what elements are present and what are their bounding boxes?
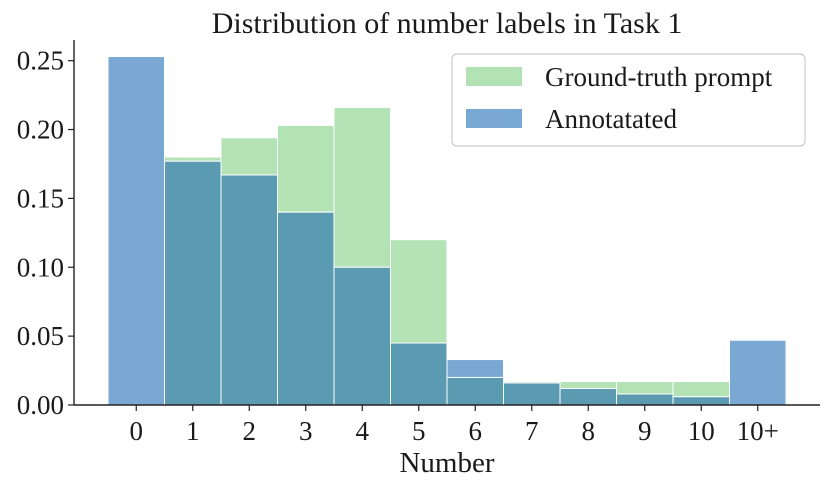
x-tick-label: 2 (243, 416, 257, 446)
bar-ground-truth-8 (559, 381, 617, 389)
x-tick-label: 10 (688, 416, 715, 446)
y-tick-label: 0.15 (17, 183, 64, 213)
bar-overlap-1 (164, 160, 222, 406)
x-tick-label: 4 (356, 416, 370, 446)
x-tick-label: 10+ (737, 416, 779, 446)
bar-ground-truth-5 (390, 239, 448, 344)
bar-overlap-8 (559, 387, 617, 406)
legend-swatch-ground-truth (466, 67, 522, 86)
bar-annotated-6 (446, 359, 504, 378)
y-axis-ticks: 0.00 0.05 0.10 0.15 0.20 0.25 (17, 46, 74, 420)
legend-swatch-annotated (466, 109, 522, 128)
x-axis-ticks: 0 1 2 3 4 5 6 7 8 9 10 10+ (130, 405, 779, 446)
bar-overlap-10 (672, 396, 730, 406)
bar-ground-truth-1 (164, 156, 222, 162)
x-tick-label: 3 (299, 416, 313, 446)
x-tick-label: 5 (412, 416, 426, 446)
bar-annotated-0 (107, 56, 165, 406)
x-tick-label: 0 (130, 416, 144, 446)
legend-label-ground-truth: Ground-truth prompt (545, 62, 773, 92)
y-tick-label: 0.25 (17, 46, 64, 76)
x-tick-label: 1 (186, 416, 200, 446)
bar-overlap-2 (220, 174, 278, 406)
bar-overlap-5 (390, 342, 448, 406)
bar-ground-truth-3 (277, 124, 335, 213)
x-tick-label: 8 (582, 416, 596, 446)
y-tick-label: 0.05 (17, 321, 64, 351)
x-axis-label: Number (399, 447, 494, 479)
bar-overlap-9 (616, 393, 674, 406)
bar-ground-truth-10 (672, 381, 730, 398)
legend-frame (451, 53, 806, 147)
bar-ground-truth-4 (333, 106, 391, 268)
bars-layer (107, 56, 787, 406)
legend: Ground-truth prompt Annotatated (451, 53, 806, 147)
chart-title: Distribution of number labels in Task 1 (212, 7, 683, 40)
bar-overlap-7 (503, 382, 561, 406)
x-tick-label: 6 (469, 416, 483, 446)
y-tick-label: 0.10 (17, 252, 64, 282)
bar-overlap-6 (446, 376, 504, 406)
bar-overlap-4 (333, 266, 391, 406)
bar-overlap-3 (277, 211, 335, 406)
x-tick-label: 7 (525, 416, 539, 446)
bar-ground-truth-9 (616, 381, 674, 395)
bar-ground-truth-2 (220, 137, 278, 176)
x-tick-label: 9 (638, 416, 652, 446)
legend-label-annotated: Annotatated (545, 104, 677, 134)
bar-annotated-10+ (729, 339, 787, 406)
y-tick-label: 0.00 (17, 390, 64, 420)
y-tick-label: 0.20 (17, 115, 64, 145)
